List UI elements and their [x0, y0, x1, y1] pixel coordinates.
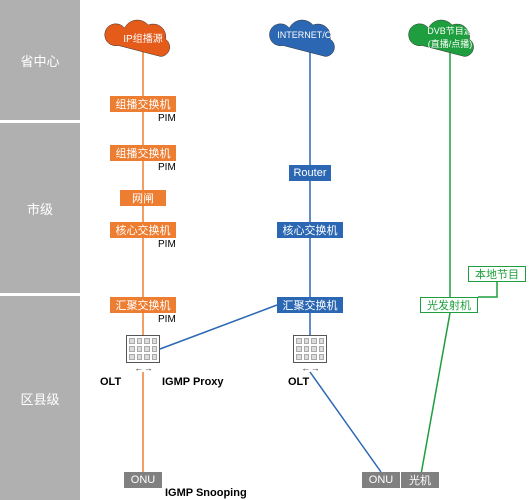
- pim-agg-sw-1: PIM: [158, 314, 176, 325]
- olt-2-icon: [293, 335, 327, 363]
- node-router: Router: [289, 165, 331, 181]
- node-core-sw-1: 核心交换机: [110, 222, 176, 238]
- olt-2-arrows: ← →: [293, 363, 327, 373]
- olt-1-label: OLT: [100, 376, 121, 388]
- tier-city: 市级: [0, 123, 80, 296]
- node-opt-rx: 光机: [401, 472, 439, 488]
- node-onu-2: ONU: [362, 472, 400, 488]
- olt-1-icon: [126, 335, 160, 363]
- node-onu-1: ONU: [124, 472, 162, 488]
- node-opt-tx: 光发射机: [420, 297, 478, 313]
- cloud-dvb-label: DVB节目源 (直播/点播): [415, 24, 485, 50]
- node-core-sw-2: 核心交换机: [277, 222, 343, 238]
- olt-2-label: OLT: [288, 376, 309, 388]
- node-agg-sw-2: 汇聚交换机: [277, 297, 343, 313]
- node-mcast-sw-2: 组播交换机: [110, 145, 176, 161]
- pim-core-sw-1: PIM: [158, 239, 176, 250]
- diagram-root: { "diagram": { "type": "network", "width…: [0, 0, 530, 500]
- cloud-ip-label: IP组播源: [108, 30, 178, 45]
- olt-1-extra: IGMP Proxy: [162, 376, 224, 388]
- node-agg-sw-1: 汇聚交换机: [110, 297, 176, 313]
- node-mcast-sw-1: 组播交换机: [110, 96, 176, 112]
- pim-mcast-sw-1: PIM: [158, 113, 176, 124]
- node-gw: 网闸: [120, 190, 166, 206]
- tier-province: 省中心: [0, 0, 80, 123]
- cloud-internet-label: INTERNET/OTT: [275, 30, 345, 40]
- igmp-snooping-label: IGMP Snooping: [165, 487, 247, 499]
- node-local-prog: 本地节目: [468, 266, 526, 282]
- olt-1-arrows: ← →: [126, 363, 160, 373]
- tier-county: 区县级: [0, 296, 80, 500]
- pim-mcast-sw-2: PIM: [158, 162, 176, 173]
